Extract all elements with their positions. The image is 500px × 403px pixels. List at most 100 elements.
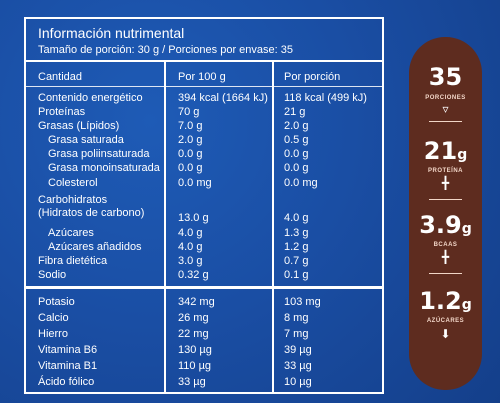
section-divider <box>26 286 382 289</box>
sugar-unit: g <box>461 297 472 313</box>
row-portion: 0.7 g <box>284 255 309 267</box>
row-portion: 0.5 g <box>284 134 309 146</box>
serving-info: Tamaño de porción: 30 g / Porciones por … <box>38 44 293 56</box>
row-label: Grasa monoinsaturada <box>48 162 160 174</box>
row-label: Ácido fólico <box>38 376 95 388</box>
table-row: Hierro 22 mg 7 mg <box>26 327 382 341</box>
row-label: Vitamina B6 <box>38 344 98 356</box>
row-portion: 0.1 g <box>284 269 309 281</box>
row-portion: 21 g <box>284 106 306 118</box>
row-portion: 1.3 g <box>284 227 309 239</box>
header-divider <box>26 86 382 87</box>
table-header: Información nutrimental Tamaño de porció… <box>26 19 382 62</box>
table-row: Grasa poliinsaturada 0.0 g 0.0 g <box>26 147 382 161</box>
nutrition-table: Información nutrimental Tamaño de porció… <box>24 17 384 394</box>
row-portion: 0.0 mg <box>284 177 318 189</box>
separator <box>429 121 462 122</box>
highlights-panel: 35 PORCIONES ▿ 21g PROTEÍNA ╋ 3.9g BCAAS… <box>409 37 482 390</box>
bcaas-unit: g <box>461 221 472 237</box>
table-row: Azúcares añadidos 4.0 g 1.2 g <box>26 240 382 254</box>
table-title: Información nutrimental <box>38 25 185 41</box>
sugar-number: 1.2 <box>419 287 462 315</box>
table-row: Carbohidratos <box>26 193 382 207</box>
separator <box>429 199 462 200</box>
row-per100: 130 µg <box>178 344 212 356</box>
row-per100: 0.0 mg <box>178 177 212 189</box>
table-row: Vitamina B1 110 µg 33 µg <box>26 359 382 373</box>
col-per-100g: Por 100 g <box>178 71 226 83</box>
row-label: Calcio <box>38 312 69 324</box>
row-label: Proteínas <box>38 106 86 118</box>
protein-label: PROTEÍNA <box>427 168 463 174</box>
column-headers: Cantidad Por 100 g Por porción <box>26 70 382 84</box>
row-per100: 0.0 g <box>178 162 203 174</box>
row-per100: 0.0 g <box>178 148 203 160</box>
scoop-icon: ▿ <box>442 102 449 116</box>
column-divider <box>272 289 274 394</box>
protein-unit: g <box>457 147 468 163</box>
protein-value: 21g <box>409 137 482 165</box>
separator <box>429 273 462 274</box>
row-label: Grasas (Lípidos) <box>38 120 120 132</box>
portions-value: 35 <box>428 63 463 91</box>
row-label: Sodio <box>38 269 67 281</box>
row-per100: 0.32 g <box>178 269 209 281</box>
row-portion: 10 µg <box>284 376 312 388</box>
bcaas-value: 3.9g <box>409 211 482 239</box>
row-label: Vitamina B1 <box>38 360 98 372</box>
table-row: Proteínas 70 g 21 g <box>26 105 382 119</box>
row-label: Grasa poliinsaturada <box>48 148 150 160</box>
table-row: Vitamina B6 130 µg 39 µg <box>26 343 382 357</box>
table-row: Grasa saturada 2.0 g 0.5 g <box>26 133 382 147</box>
row-per100: 394 kcal (1664 kJ) <box>178 92 268 104</box>
row-per100: 342 mg <box>178 296 215 308</box>
row-per100: 2.0 g <box>178 134 203 146</box>
table-row: Contenido energético 394 kcal (1664 kJ) … <box>26 91 382 105</box>
table-row: Fibra dietética 3.0 g 0.7 g <box>26 254 382 268</box>
table-row: (Hidratos de carbono) 13.0 g 4.0 g <box>26 206 382 224</box>
row-label: Carbohidratos <box>38 194 108 206</box>
table-row: Azúcares 4.0 g 1.3 g <box>26 226 382 240</box>
row-label: Grasa saturada <box>48 134 124 146</box>
row-per100: 4.0 g <box>178 241 203 253</box>
bcaas-label: BCAAS <box>433 242 458 248</box>
sugar-value: 1.2g <box>409 287 482 315</box>
row-per100: 26 mg <box>178 312 209 324</box>
row-portion: 103 mg <box>284 296 321 308</box>
row-per100: 110 µg <box>178 360 212 372</box>
sugar-label: AZÚCARES <box>426 318 465 324</box>
table-row: Potasio 342 mg 103 mg <box>26 295 382 309</box>
row-portion: 0.0 g <box>284 148 309 160</box>
row-label: Contenido energético <box>38 92 143 104</box>
row-per100: 7.0 g <box>178 120 203 132</box>
column-divider <box>164 289 166 394</box>
table-row: Colesterol 0.0 mg 0.0 mg <box>26 176 382 190</box>
row-label: (Hidratos de carbono) <box>38 207 145 219</box>
row-portion: 7 mg <box>284 328 309 340</box>
bcaas-number: 3.9 <box>419 211 462 239</box>
table-row: Grasas (Lípidos) 7.0 g 2.0 g <box>26 119 382 133</box>
row-portion: 0.0 g <box>284 162 309 174</box>
portions-label: PORCIONES <box>425 95 466 101</box>
table-row: Grasa monoinsaturada 0.0 g 0.0 g <box>26 161 382 175</box>
table-row: Sodio 0.32 g 0.1 g <box>26 268 382 282</box>
row-portion: 8 mg <box>284 312 309 324</box>
row-per100: 70 g <box>178 106 200 118</box>
row-per100: 13.0 g <box>178 212 209 224</box>
col-per-portion: Por porción <box>284 71 341 83</box>
protein-number: 21 <box>423 137 458 165</box>
row-portion: 39 µg <box>284 344 312 356</box>
row-per100: 4.0 g <box>178 227 203 239</box>
row-label: Azúcares añadidos <box>48 241 142 253</box>
row-portion: 118 kcal (499 kJ) <box>284 92 367 104</box>
dumbbell-icon: ╋ <box>441 250 450 264</box>
row-portion: 2.0 g <box>284 120 309 132</box>
row-label: Colesterol <box>48 177 98 189</box>
row-per100: 33 µg <box>178 376 206 388</box>
row-portion: 1.2 g <box>284 241 309 253</box>
row-portion: 4.0 g <box>284 212 309 224</box>
row-portion: 33 µg <box>284 360 312 372</box>
down-arrow-icon: ⬇ <box>440 327 451 341</box>
row-per100: 3.0 g <box>178 255 203 267</box>
table-row: Ácido fólico 33 µg 10 µg <box>26 375 382 389</box>
